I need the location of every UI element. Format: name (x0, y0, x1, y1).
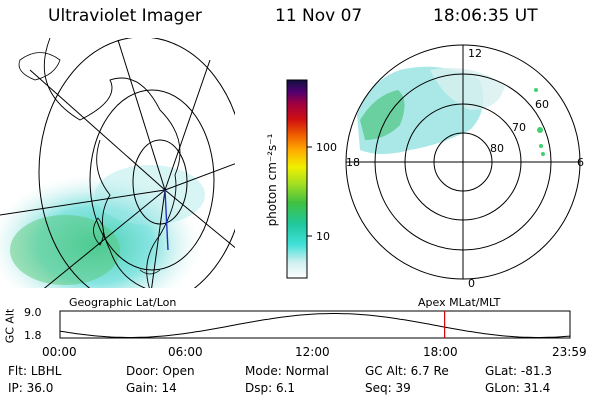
station-dot (534, 88, 538, 92)
aurora-haze (95, 165, 205, 225)
lat-label-70: 70 (512, 121, 526, 134)
lat-label-60: 60 (535, 98, 549, 111)
colorbar-tick-10: 10 (316, 230, 330, 243)
meridian-line (151, 189, 166, 288)
altitude-plot (59, 310, 571, 339)
status-dsp: Dsp: 6.1 (245, 381, 296, 395)
meridian-line (43, 189, 166, 288)
mlt-label-dusk: 18 (346, 156, 360, 169)
station-dot (539, 144, 543, 148)
status-door: Door: Open (126, 364, 195, 378)
status-gain: Gain: 14 (126, 381, 177, 395)
station-dot (541, 152, 545, 156)
altitude-max-label: 9.0 (24, 306, 42, 319)
geographic-map (0, 38, 235, 288)
colorbar (286, 79, 312, 279)
meridian-line (164, 59, 211, 191)
altitude-min-label: 1.8 (24, 329, 42, 342)
lat-label-80: 80 (490, 142, 504, 155)
altitude-axis-label: GC Alt (3, 308, 17, 344)
instrument-title: Ultraviolet Imager (48, 6, 202, 26)
status-seq: Seq: 39 (365, 381, 411, 395)
mlt-label-noon: 12 (468, 47, 482, 60)
aurora-core (10, 215, 120, 285)
station-dot (537, 127, 543, 133)
lat-circle-mid (89, 89, 215, 271)
coastline (139, 269, 161, 275)
time-tick-2359: 23:59 (552, 345, 587, 359)
magnetic-pole-track (164, 189, 169, 251)
time-tick-1200: 12:00 (295, 345, 330, 359)
colorbar-scale (286, 79, 308, 279)
apex-label: Apex MLat/MLT (418, 296, 501, 309)
mlt-label-midnight: 0 (468, 277, 475, 290)
aurora-haze (430, 67, 505, 110)
meridian-line (117, 39, 166, 191)
meridian-line (164, 189, 235, 249)
coastline (18, 52, 61, 81)
status-mode: Mode: Normal (245, 364, 329, 378)
status-glat: GLat: -81.3 (485, 364, 552, 378)
mlt-label-dawn: 6 (577, 156, 584, 169)
polar-plot (345, 44, 581, 280)
date-label: 11 Nov 07 (275, 6, 363, 26)
colorbar-unit-label: photon cm⁻²s⁻¹ (265, 133, 279, 227)
altitude-frame (59, 310, 571, 339)
meridian-line (164, 163, 235, 191)
time-tick-0000: 00:00 (42, 345, 77, 359)
meridian-line (29, 69, 166, 191)
time-tick-1800: 18:00 (423, 345, 458, 359)
aurora-core (360, 90, 405, 140)
status-filter: Flt: LBHL (8, 364, 62, 378)
status-glon: GLon: 31.4 (485, 381, 551, 395)
time-label: 18:06:35 UT (433, 6, 538, 26)
status-ip: IP: 36.0 (8, 381, 54, 395)
coastline (93, 217, 104, 246)
meridian-line (0, 189, 166, 216)
status-gc-alt: GC Alt: 6.7 Re (365, 364, 449, 378)
geographic-label: Geographic Lat/Lon (69, 296, 177, 309)
time-tick-0600: 06:00 (168, 345, 203, 359)
colorbar-tick-100: 100 (316, 141, 337, 154)
altitude-curve (59, 313, 571, 338)
lat-circle-outer (38, 38, 235, 288)
